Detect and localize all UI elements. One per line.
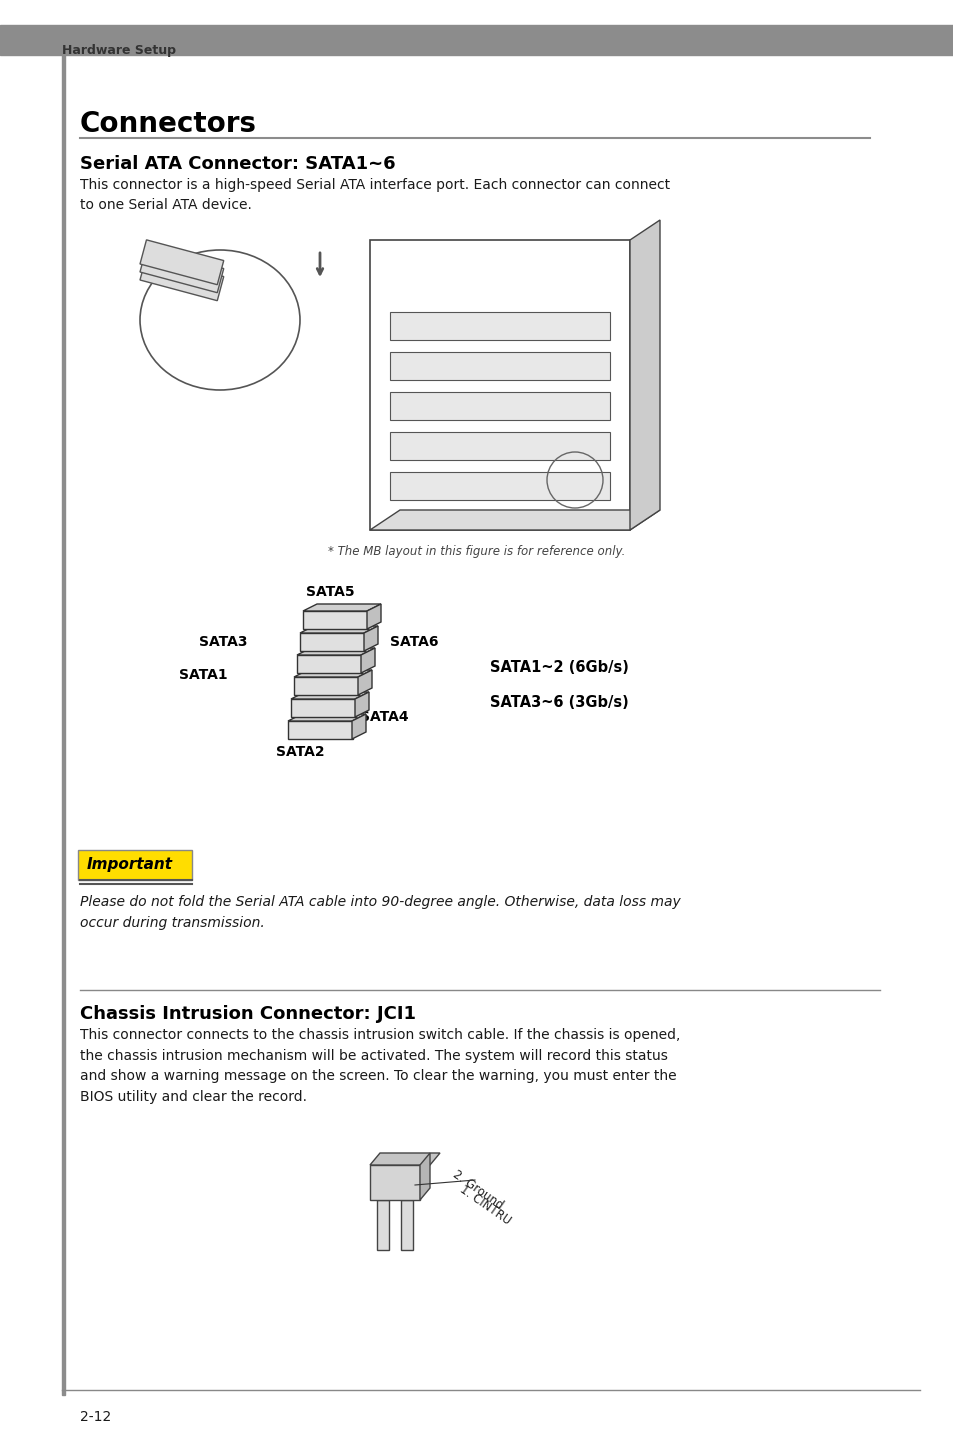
- Bar: [390, 473, 609, 500]
- Bar: [62, 54, 65, 1395]
- Bar: [390, 312, 609, 339]
- Bar: [303, 611, 368, 629]
- Polygon shape: [294, 670, 372, 677]
- Polygon shape: [419, 1153, 430, 1200]
- Text: SATA2: SATA2: [275, 745, 324, 759]
- Bar: [390, 352, 609, 379]
- Polygon shape: [360, 649, 375, 673]
- Text: Hardware Setup: Hardware Setup: [62, 44, 175, 57]
- Text: SATA5: SATA5: [305, 586, 354, 599]
- Bar: [140, 248, 224, 292]
- Polygon shape: [629, 221, 659, 530]
- FancyBboxPatch shape: [78, 851, 192, 881]
- Bar: [370, 1166, 419, 1200]
- Bar: [370, 241, 629, 530]
- Text: 2. Ground: 2. Ground: [450, 1169, 505, 1211]
- Text: Important: Important: [87, 856, 172, 872]
- Polygon shape: [352, 715, 366, 739]
- Bar: [296, 654, 361, 673]
- Polygon shape: [355, 692, 369, 717]
- Polygon shape: [288, 715, 366, 720]
- Bar: [140, 239, 224, 285]
- Text: This connector is a high-speed Serial ATA interface port. Each connector can con: This connector is a high-speed Serial AT…: [80, 178, 669, 212]
- Text: SATA1: SATA1: [179, 667, 228, 682]
- Text: SATA1~2 (6Gb/s): SATA1~2 (6Gb/s): [490, 660, 628, 674]
- Text: Serial ATA Connector: SATA1~6: Serial ATA Connector: SATA1~6: [80, 155, 395, 173]
- Text: Chassis Intrusion Connector: JCI1: Chassis Intrusion Connector: JCI1: [80, 1005, 416, 1022]
- Bar: [400, 1200, 413, 1250]
- Polygon shape: [370, 1153, 439, 1166]
- Polygon shape: [370, 510, 659, 530]
- Text: SATA3~6 (3Gb/s): SATA3~6 (3Gb/s): [490, 695, 628, 710]
- Polygon shape: [364, 626, 377, 652]
- Polygon shape: [291, 692, 369, 699]
- Bar: [376, 1200, 389, 1250]
- Text: SATA4: SATA4: [359, 710, 408, 725]
- Text: * The MB layout in this figure is for reference only.: * The MB layout in this figure is for re…: [328, 546, 625, 558]
- Polygon shape: [296, 649, 375, 654]
- Text: 2-12: 2-12: [80, 1411, 112, 1423]
- Bar: [291, 699, 355, 717]
- Bar: [299, 633, 365, 652]
- Polygon shape: [299, 626, 377, 633]
- Bar: [0, 24, 953, 54]
- Bar: [294, 677, 358, 695]
- Bar: [288, 720, 353, 739]
- Polygon shape: [303, 604, 380, 611]
- Text: 1. CINTRU: 1. CINTRU: [456, 1183, 513, 1227]
- Bar: [140, 256, 224, 301]
- Bar: [390, 432, 609, 460]
- Polygon shape: [367, 604, 380, 629]
- Polygon shape: [357, 670, 372, 695]
- Text: Connectors: Connectors: [80, 110, 256, 137]
- Text: SATA6: SATA6: [390, 634, 438, 649]
- Text: SATA3: SATA3: [199, 634, 248, 649]
- Bar: [390, 392, 609, 420]
- Text: This connector connects to the chassis intrusion switch cable. If the chassis is: This connector connects to the chassis i…: [80, 1028, 679, 1104]
- Text: Please do not fold the Serial ATA cable into 90-degree angle. Otherwise, data lo: Please do not fold the Serial ATA cable …: [80, 895, 680, 929]
